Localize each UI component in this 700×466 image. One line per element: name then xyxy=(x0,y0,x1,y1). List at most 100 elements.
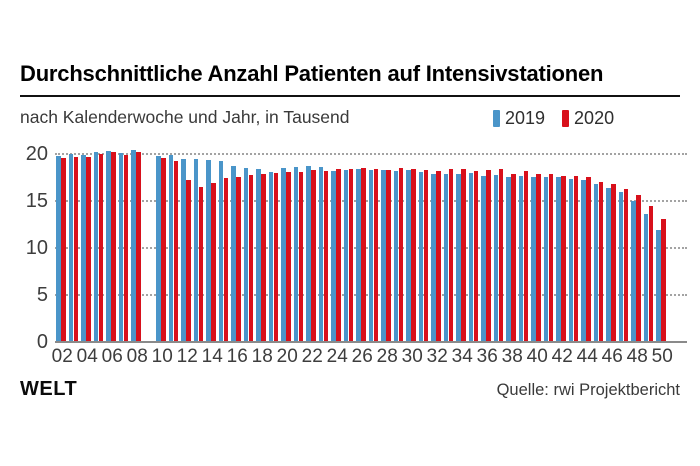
x-tick-label-40: 40 xyxy=(526,346,548,367)
week-slot-34 xyxy=(456,153,469,341)
bar-2020-kw32 xyxy=(436,170,441,341)
week-slot-15 xyxy=(218,153,232,341)
week-slot-41 xyxy=(543,153,557,341)
x-tick-slot-28: 28 xyxy=(377,346,398,368)
bar-2020-kw37 xyxy=(498,168,504,341)
bar-2020-kw28 xyxy=(386,169,391,341)
bar-2020-kw23 xyxy=(323,170,329,341)
bar-2019-kw40 xyxy=(531,176,536,341)
bar-2019-kw15 xyxy=(218,160,224,341)
bar-2020-kw44 xyxy=(586,177,591,341)
bar-2019-kw21 xyxy=(293,167,299,341)
week-slot-44 xyxy=(581,153,594,341)
bar-2019-kw03 xyxy=(68,153,74,341)
bar-2019-kw20 xyxy=(281,168,286,341)
y-tick-10: 10 xyxy=(25,237,48,259)
week-slot-38 xyxy=(506,153,519,341)
legend-label-2019: 2019 xyxy=(505,108,546,128)
week-slot-25 xyxy=(343,153,357,341)
x-tick-slot-46: 46 xyxy=(602,346,623,368)
week-slot-37 xyxy=(493,153,507,341)
bar-2020-kw39 xyxy=(523,170,529,341)
bar-2020-kw36 xyxy=(486,169,491,341)
y-tick-0: 0 xyxy=(36,331,48,353)
x-tick-slot-30: 30 xyxy=(402,346,423,368)
bar-2020-kw22 xyxy=(311,169,316,341)
x-tick-slot-20: 20 xyxy=(277,346,298,368)
x-tick-slot-36: 36 xyxy=(477,346,498,368)
bar-2020-kw06 xyxy=(111,152,116,341)
x-tick-label-42: 42 xyxy=(551,346,573,367)
bar-2019-kw06 xyxy=(106,151,111,341)
x-tick-label-02: 02 xyxy=(51,346,73,367)
welt-logo: WELT xyxy=(20,378,78,400)
x-tick-slot-10: 10 xyxy=(152,346,173,368)
x-tick-label-20: 20 xyxy=(276,346,298,367)
bar-2020-kw12 xyxy=(186,180,191,341)
page-title: Durchschnittliche Anzahl Patienten auf I… xyxy=(20,61,604,86)
bar-2019-kw36 xyxy=(481,175,486,341)
bar-2020-kw03 xyxy=(73,156,79,341)
bar-2019-kw32 xyxy=(431,173,436,341)
week-slot-21 xyxy=(293,153,307,341)
bar-2019-kw41 xyxy=(543,177,549,341)
bar-2020-kw31 xyxy=(423,169,429,341)
bar-2020-kw02 xyxy=(61,157,66,341)
bar-2019-kw05 xyxy=(93,152,99,341)
bar-2020-kw19 xyxy=(273,172,279,341)
week-slot-06 xyxy=(106,151,119,341)
y-tick-15: 15 xyxy=(25,190,48,212)
week-slot-47 xyxy=(618,153,632,341)
x-tick-label-28: 28 xyxy=(376,346,398,367)
week-slot-33 xyxy=(443,153,457,341)
x-axis-labels: 02 04 06 08 10 12 14 16 18 20 22 24 26 28 30 32 34 36 38 40… xyxy=(52,346,673,368)
bar-2019-kw50 xyxy=(656,230,661,341)
bar-2020-kw07 xyxy=(123,154,129,341)
bar-2020-kw25 xyxy=(348,168,354,341)
week-slot-42 xyxy=(556,153,569,341)
week-slot-12 xyxy=(181,153,194,341)
week-slot-13 xyxy=(193,153,207,341)
bar-2020-kw42 xyxy=(561,175,566,341)
bar-2020-kw17 xyxy=(248,174,254,341)
x-tick-label-18: 18 xyxy=(251,346,273,367)
bar-2019-kw48 xyxy=(631,200,636,341)
week-slot-19 xyxy=(268,153,282,341)
bar-2019-kw04 xyxy=(81,154,86,341)
bar-2019-kw45 xyxy=(593,184,599,341)
legend-swatch-2020 xyxy=(562,110,570,127)
week-slot-14 xyxy=(206,153,219,341)
bar-2019-kw34 xyxy=(456,173,461,341)
x-tick-slot-22: 22 xyxy=(302,346,323,368)
week-slot-23 xyxy=(318,153,332,341)
week-slot-02 xyxy=(56,153,69,341)
x-tick-slot-02: 02 xyxy=(52,346,73,368)
week-slot-46 xyxy=(606,153,619,341)
title-divider xyxy=(20,95,680,97)
x-tick-label-22: 22 xyxy=(301,346,323,367)
x-tick-slot-32: 32 xyxy=(427,346,448,368)
bar-2020-kw33 xyxy=(448,168,454,341)
bar-2020-kw48 xyxy=(636,195,641,341)
bar-2020-kw27 xyxy=(373,168,379,341)
x-tick-slot-34: 34 xyxy=(452,346,473,368)
bar-2019-kw27 xyxy=(368,169,374,341)
y-axis-labels: 0 5 10 15 20 xyxy=(0,0,48,466)
bar-2020-kw41 xyxy=(548,173,554,341)
bar-2019-kw19 xyxy=(268,171,274,341)
x-axis-line xyxy=(55,341,687,343)
bar-2019-kw44 xyxy=(581,180,586,341)
week-slot-40 xyxy=(531,153,544,341)
x-tick-label-14: 14 xyxy=(201,346,223,367)
x-tick-label-26: 26 xyxy=(351,346,373,367)
bar-2020-kw14 xyxy=(211,183,216,341)
bar-2020-kw24 xyxy=(336,168,341,341)
bar-2019-kw14 xyxy=(206,159,211,341)
week-slot-09 xyxy=(144,153,157,341)
bar-2019-kw33 xyxy=(443,173,449,341)
week-slot-45 xyxy=(593,153,607,341)
week-slot-03 xyxy=(68,153,82,341)
bar-2019-kw38 xyxy=(506,177,511,341)
x-tick-label-34: 34 xyxy=(451,346,473,367)
week-slot-10 xyxy=(156,153,169,341)
